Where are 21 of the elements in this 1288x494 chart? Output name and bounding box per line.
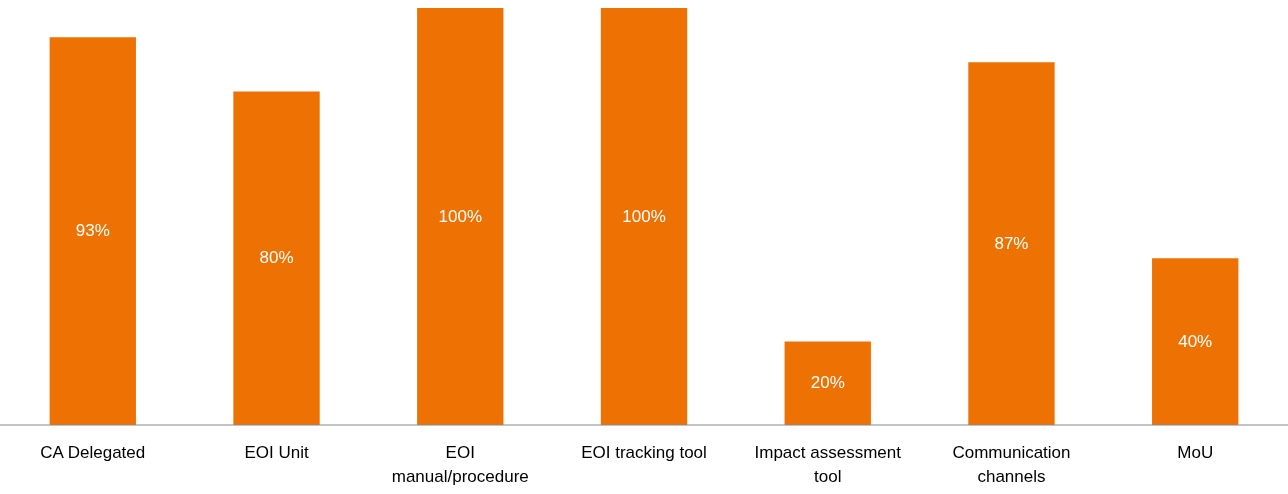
bar (1152, 258, 1239, 425)
x-tick-label: EOI tracking tool (581, 443, 707, 462)
data-label: 40% (1178, 331, 1213, 351)
bar (600, 8, 688, 425)
data-label: 80% (259, 248, 294, 268)
data-label: 20% (810, 373, 845, 393)
bar (49, 37, 136, 425)
bar (784, 341, 871, 425)
bar (968, 62, 1055, 425)
data-label: 93% (75, 221, 110, 241)
data-label: 87% (994, 233, 1029, 253)
x-tick-label: EOI Unit (244, 443, 309, 462)
x-tick-label: EOI manual/procedure (391, 443, 529, 486)
x-tick-label: Impact assessment tool (754, 443, 902, 486)
data-label: 100% (622, 206, 666, 226)
data-label: 100% (438, 206, 482, 226)
x-tick-label: MoU (1177, 443, 1214, 462)
x-tick-label: CA Delegated (40, 443, 146, 462)
bar (233, 91, 320, 425)
x-tick-label: Communication channels (952, 443, 1071, 486)
bar (417, 8, 504, 425)
